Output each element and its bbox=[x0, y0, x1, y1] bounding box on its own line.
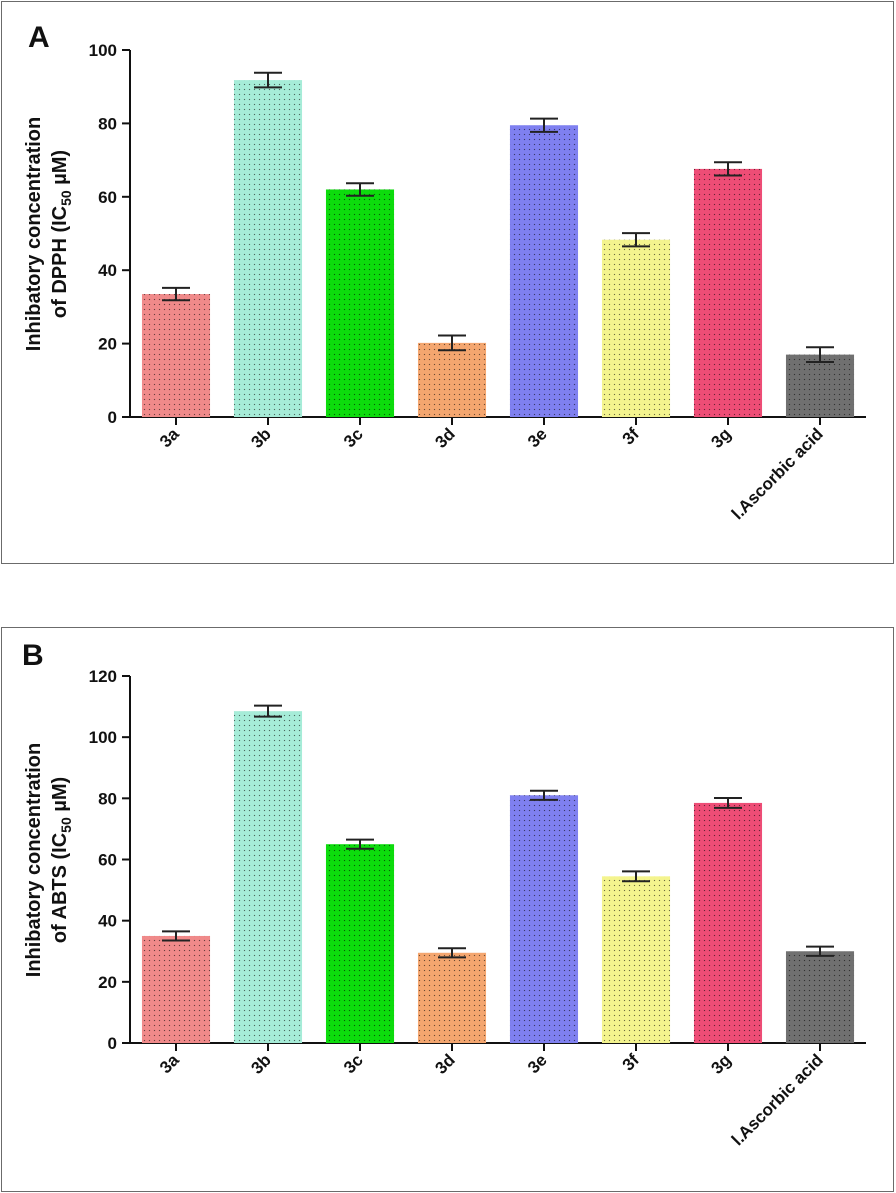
y-axis-title-a-suffix: µM) bbox=[49, 150, 71, 190]
x-tick-label: 3e bbox=[524, 424, 551, 451]
bar-pattern-3f bbox=[601, 239, 671, 417]
x-tick-label: l.Ascorbic acid bbox=[728, 424, 827, 523]
x-tick-label: 3d bbox=[431, 1050, 458, 1077]
y-tick-label: 0 bbox=[108, 408, 117, 427]
y-axis-title-b-line1: Inhibatory concentration bbox=[23, 743, 45, 977]
y-tick-label: 40 bbox=[98, 261, 117, 280]
y-tick-label: 20 bbox=[98, 335, 117, 354]
panel-letter-b: B bbox=[22, 639, 44, 672]
y-tick-label: 100 bbox=[89, 728, 117, 747]
bar-pattern-3a bbox=[141, 294, 211, 417]
y-tick-label: 40 bbox=[98, 912, 117, 931]
y-axis-title-a-sub: 50 bbox=[58, 190, 74, 206]
y-tick-label: 80 bbox=[98, 114, 117, 133]
x-tick-label: 3g bbox=[707, 1050, 734, 1077]
bar-pattern-3e bbox=[509, 125, 579, 418]
bar-pattern-3d bbox=[417, 342, 487, 417]
x-tick-label: 3f bbox=[619, 1050, 643, 1074]
panel-b: B Inhibatory concentration of ABTS (IC50… bbox=[1, 627, 894, 1192]
x-tick-label: 3e bbox=[524, 1050, 551, 1077]
bar-pattern-3g bbox=[693, 802, 763, 1043]
y-axis-title-a-prefix: of DPPH (IC bbox=[49, 206, 71, 318]
y-axis-title-a-line1: Inhibatory concentration bbox=[23, 117, 45, 351]
x-tick-label: 3d bbox=[431, 424, 458, 451]
plot-area-b: 0 20 40 60 80 100 120 3a 3b 3c 3d 3e 3f 3gl.Ascorbic … bbox=[89, 667, 866, 1149]
x-tick-label: 3a bbox=[156, 424, 183, 451]
x-tick-label: 3g bbox=[707, 424, 734, 451]
bar-pattern-3b bbox=[233, 711, 303, 1043]
panel-a: A Inhibatory concentration of DPPH (IC50… bbox=[1, 1, 894, 564]
y-tick-label: 100 bbox=[89, 41, 117, 60]
y-tick-label: 60 bbox=[98, 851, 117, 870]
y-tick-label: 0 bbox=[108, 1034, 117, 1053]
y-axis-title-b-sub: 50 bbox=[58, 817, 74, 833]
x-tick-label: l.Ascorbic acid bbox=[728, 1050, 827, 1149]
y-axis-title-b-line2: of ABTS (IC50 µM) bbox=[49, 777, 74, 943]
x-tick-label: 3b bbox=[247, 424, 274, 451]
bar-pattern-3c bbox=[325, 844, 395, 1043]
x-tick-label: 3a bbox=[156, 1050, 183, 1077]
bar-pattern-3e bbox=[509, 795, 579, 1043]
bar-pattern-3g bbox=[693, 168, 763, 417]
y-tick-label: 80 bbox=[98, 789, 117, 808]
y-tick-label: 120 bbox=[89, 667, 117, 686]
bar-pattern-3f bbox=[601, 876, 671, 1043]
x-tick-label: 3b bbox=[247, 1050, 274, 1077]
y-axis-title-b-suffix: µM) bbox=[49, 777, 71, 817]
x-tick-label: 3c bbox=[340, 1050, 367, 1077]
bar-pattern-3b bbox=[233, 80, 303, 418]
chart-b-svg: B Inhibatory concentration of ABTS (IC50… bbox=[22, 639, 866, 1149]
bar-pattern-l.Ascorbic acid bbox=[785, 354, 855, 417]
bar-pattern-3a bbox=[141, 935, 211, 1043]
bar-pattern-l.Ascorbic acid bbox=[785, 951, 855, 1043]
y-axis-title-a-line2: of DPPH (IC50 µM) bbox=[49, 150, 74, 318]
panel-letter-a: A bbox=[28, 21, 50, 54]
y-tick-label: 60 bbox=[98, 188, 117, 207]
x-tick-label: 3f bbox=[619, 424, 643, 448]
y-tick-label: 20 bbox=[98, 973, 117, 992]
y-axis-title-b-prefix: of ABTS (IC bbox=[49, 833, 71, 943]
bar-pattern-3c bbox=[325, 189, 395, 417]
x-tick-label: 3c bbox=[340, 424, 367, 451]
bar-pattern-3d bbox=[417, 952, 487, 1043]
plot-area-a: 0 20 40 60 80 100 3a 3b 3c 3d 3e 3f 3gl.Ascorbic aci… bbox=[89, 41, 866, 523]
chart-a-svg: A Inhibatory concentration of DPPH (IC50… bbox=[23, 21, 866, 523]
